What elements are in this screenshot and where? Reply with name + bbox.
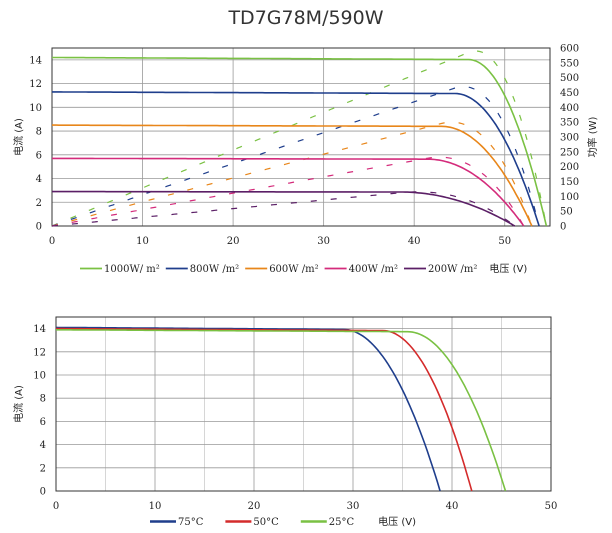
legend-item: 75°C xyxy=(150,517,204,528)
legend-label: 1000W/ m² xyxy=(104,264,160,275)
y2-tick-label: 200 xyxy=(560,162,579,173)
legend-item: 25°C xyxy=(300,517,355,528)
y-tick-label: 14 xyxy=(29,55,42,66)
x-tick-label: 10 xyxy=(136,236,149,247)
iv-curve xyxy=(52,190,516,227)
y2-tick-label: 100 xyxy=(560,192,579,203)
power-curve xyxy=(51,156,525,227)
y2-tick-label: 0 xyxy=(560,222,566,233)
x-tick-label: 10 xyxy=(149,501,162,512)
legend-label: 400W /m² xyxy=(349,264,398,275)
legend-label: 200W /m² xyxy=(428,264,477,275)
x-tick-label: 0 xyxy=(53,501,59,512)
legend-label: 50°C xyxy=(253,517,279,528)
x-tick-label: 0 xyxy=(49,236,55,247)
legend-label: 75°C xyxy=(178,517,204,528)
y2-tick-label: 150 xyxy=(560,177,579,188)
iv-curve xyxy=(55,326,441,492)
iv-curve xyxy=(56,329,507,492)
y-tick-label: 8 xyxy=(40,394,46,405)
x-tick-label: 30 xyxy=(317,236,330,247)
iv-curve xyxy=(56,327,473,492)
y2-tick-label: 400 xyxy=(560,103,579,114)
x-tick-label: 50 xyxy=(498,236,511,247)
legend-item: 400W /m² xyxy=(324,264,398,275)
x-axis-label: 电压 (V) xyxy=(378,515,416,528)
x-tick-label: 20 xyxy=(248,501,261,512)
legend-label: 800W /m² xyxy=(190,264,239,275)
legend-item: 50°C xyxy=(225,517,279,528)
y-tick-label: 0 xyxy=(36,222,42,233)
legend: 75°C 50°C 25°C 电压 (V) xyxy=(150,515,416,528)
iv-curve xyxy=(52,124,533,227)
y2-tick-label: 550 xyxy=(560,58,579,69)
legend-item: 800W /m² xyxy=(165,264,239,275)
y-tick-label: 12 xyxy=(29,79,42,90)
chart-2: 0 10 20 30 40 50 0 2 4 6 8 10 12 14 电流 (A) 75°C 50°C 25°C… xyxy=(12,316,558,528)
y-tick-label: 0 xyxy=(40,487,46,498)
y2-tick-label: 600 xyxy=(560,44,579,55)
x-tick-label: 40 xyxy=(408,236,421,247)
legend-label: 25°C xyxy=(329,517,355,528)
chart-title: TD7G78M/590W xyxy=(228,7,384,29)
y2-tick-label: 250 xyxy=(560,147,579,158)
y2-tick-label: 350 xyxy=(560,118,579,129)
chart-1: 0 10 20 30 40 5002468101214050100150200250300… xyxy=(12,44,599,276)
legend-item: 1000W/ m² xyxy=(80,264,160,275)
y-tick-label: 6 xyxy=(40,417,46,428)
power-curve xyxy=(51,121,533,227)
legend-label: 600W /m² xyxy=(269,264,318,275)
legend: 1000W/ m² 800W /m² 600W /m² 400W /m² 200W /m… xyxy=(80,262,527,275)
legend-item: 600W /m² xyxy=(245,264,319,275)
iv-curve xyxy=(52,91,540,227)
y-tick-label: 10 xyxy=(29,103,42,114)
y-tick-label: 6 xyxy=(36,150,42,161)
legend-item: 200W /m² xyxy=(404,264,477,275)
y-axis-label: 电流 (A) xyxy=(12,118,25,156)
y-tick-label: 2 xyxy=(36,198,42,209)
plot-frame xyxy=(51,47,551,227)
y2-tick-label: 50 xyxy=(560,207,573,218)
y2-axis-label: 功率 (W) xyxy=(586,116,599,157)
iv-curve xyxy=(52,56,548,227)
x-axis-label: 电压 (V) xyxy=(489,262,527,275)
y-tick-label: 10 xyxy=(33,371,46,382)
plot-frame xyxy=(55,316,552,492)
y-tick-label: 4 xyxy=(36,174,42,185)
x-tick-label: 30 xyxy=(347,501,360,512)
y-tick-label: 12 xyxy=(33,347,46,358)
x-tick-label: 50 xyxy=(545,501,558,512)
iv-curve xyxy=(52,157,525,227)
y-tick-label: 14 xyxy=(33,324,46,335)
y-tick-label: 4 xyxy=(40,440,46,451)
x-tick-label: 40 xyxy=(446,501,459,512)
y2-tick-label: 300 xyxy=(560,133,579,144)
y2-tick-label: 450 xyxy=(560,88,579,99)
y-tick-label: 2 xyxy=(40,463,46,474)
x-tick-label: 20 xyxy=(227,236,240,247)
y-axis-label: 电流 (A) xyxy=(12,385,25,423)
y2-tick-label: 500 xyxy=(560,73,579,84)
y-tick-label: 8 xyxy=(36,127,42,138)
